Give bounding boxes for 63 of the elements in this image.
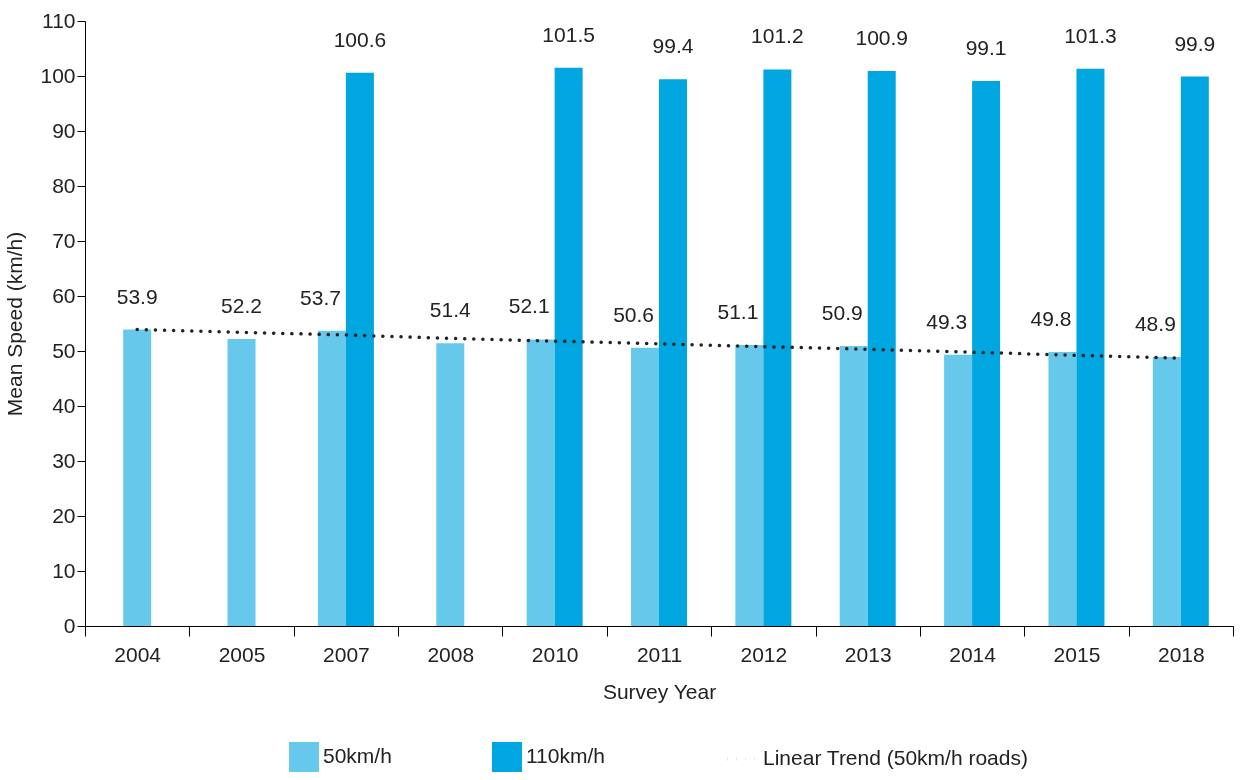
x-tick-label: 2013 — [844, 642, 892, 666]
bar — [839, 346, 868, 626]
x-tick-label: 2011 — [636, 642, 683, 666]
data-label: 100.6 — [333, 27, 387, 51]
x-tick-label: 2018 — [1157, 642, 1205, 666]
data-label: 53.9 — [116, 284, 158, 308]
data-label: 51.1 — [717, 299, 759, 323]
x-axis-title: Survey Year — [602, 679, 717, 703]
y-tick-label: 30 — [52, 448, 76, 472]
bar — [1152, 357, 1181, 626]
x-tick-label: 2012 — [740, 642, 788, 666]
data-label: 50.9 — [821, 301, 863, 325]
y-tick-label: 110 — [42, 8, 76, 32]
data-label: 101.3 — [1064, 23, 1117, 47]
y-tick-label: 80 — [52, 173, 76, 197]
data-label: 100.9 — [855, 26, 909, 50]
x-tick-label: 2005 — [218, 642, 266, 666]
data-label: 99.1 — [965, 35, 1007, 59]
data-label: 101.5 — [542, 22, 595, 46]
data-label: 50.6 — [613, 302, 654, 326]
data-label: 49.8 — [1030, 307, 1072, 331]
y-tick-label: 50 — [52, 338, 76, 362]
bar — [345, 72, 374, 626]
data-label: 52.1 — [508, 294, 550, 318]
data-label: 99.9 — [1174, 31, 1216, 55]
bar — [631, 347, 659, 626]
bar — [735, 344, 764, 626]
y-tick-label: 40 — [52, 393, 76, 417]
data-label: 101.2 — [751, 24, 804, 48]
bar — [526, 339, 555, 626]
x-tick-label: 2008 — [427, 642, 475, 666]
bar — [1076, 68, 1105, 626]
bar — [867, 71, 896, 626]
x-tick-label: 2010 — [531, 642, 579, 666]
y-tick-label: 100 — [40, 63, 76, 87]
y-tick-label: 60 — [52, 283, 76, 307]
data-label: 53.7 — [300, 285, 341, 309]
data-label: 99.4 — [652, 34, 694, 58]
y-tick-label: 70 — [52, 228, 76, 252]
x-tick-label: 2004 — [114, 642, 162, 666]
x-tick-label: 2015 — [1053, 642, 1101, 666]
y-tick-label: 0 — [63, 613, 76, 637]
legend-label: 110km/h — [526, 744, 605, 767]
bar — [1048, 352, 1077, 626]
data-label: 48.9 — [1134, 312, 1176, 336]
bar — [944, 354, 973, 626]
x-tick-label: 2014 — [949, 642, 997, 666]
legend-label: 50km/h — [323, 744, 392, 767]
data-label: 52.2 — [221, 293, 262, 317]
bar — [554, 67, 583, 626]
y-tick-label: 10 — [52, 558, 76, 582]
bar — [1180, 76, 1209, 626]
data-label: 51.4 — [429, 298, 472, 322]
y-tick-label: 20 — [52, 503, 76, 527]
y-tick-label: 90 — [52, 118, 76, 142]
data-label: 49.3 — [926, 309, 968, 333]
y-axis-title: Mean Speed (km/h) — [3, 231, 27, 417]
x-tick-label: 2007 — [323, 642, 370, 666]
bar — [659, 79, 687, 626]
bar — [763, 69, 792, 626]
bar — [972, 80, 1001, 626]
legend-label: Linear Trend (50km/h roads) — [763, 746, 1028, 769]
bar — [317, 330, 346, 626]
